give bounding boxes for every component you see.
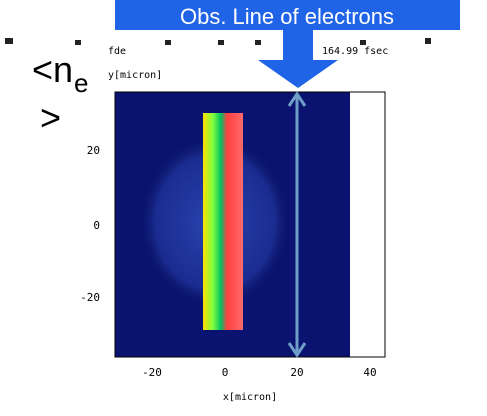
- y-axis-label: y[micron]: [108, 70, 162, 81]
- x-axis-label: x[micron]: [223, 392, 277, 403]
- y-tick-label: -20: [80, 291, 100, 304]
- plot-time: 164.99 fsec: [322, 46, 388, 57]
- beam: [203, 113, 243, 330]
- dashes: [5, 38, 431, 45]
- banner-text: Obs. Line of electrons: [180, 4, 394, 29]
- y-tick-label: 0: [93, 219, 100, 232]
- label-gt: >: [40, 97, 61, 138]
- banner-arrow: [258, 28, 338, 88]
- y-ticks: 20 0 -20: [80, 144, 100, 304]
- x-tick-label: -20: [142, 366, 162, 379]
- x-tick-label: 0: [222, 366, 229, 379]
- x-tick-label: 20: [290, 366, 303, 379]
- x-ticks: -20 0 20 40: [142, 366, 377, 379]
- x-tick-label: 40: [363, 366, 376, 379]
- plot-name: fde: [108, 46, 126, 57]
- y-tick-label: 20: [87, 144, 100, 157]
- slide: <n e > fde 164.99 fsec y[micron] 20 0 -2…: [0, 0, 487, 416]
- label-lt: <n: [32, 49, 73, 90]
- label-sub: e: [74, 68, 88, 98]
- page: {"banner": {"text": "Obs. Line of electr…: [0, 0, 487, 416]
